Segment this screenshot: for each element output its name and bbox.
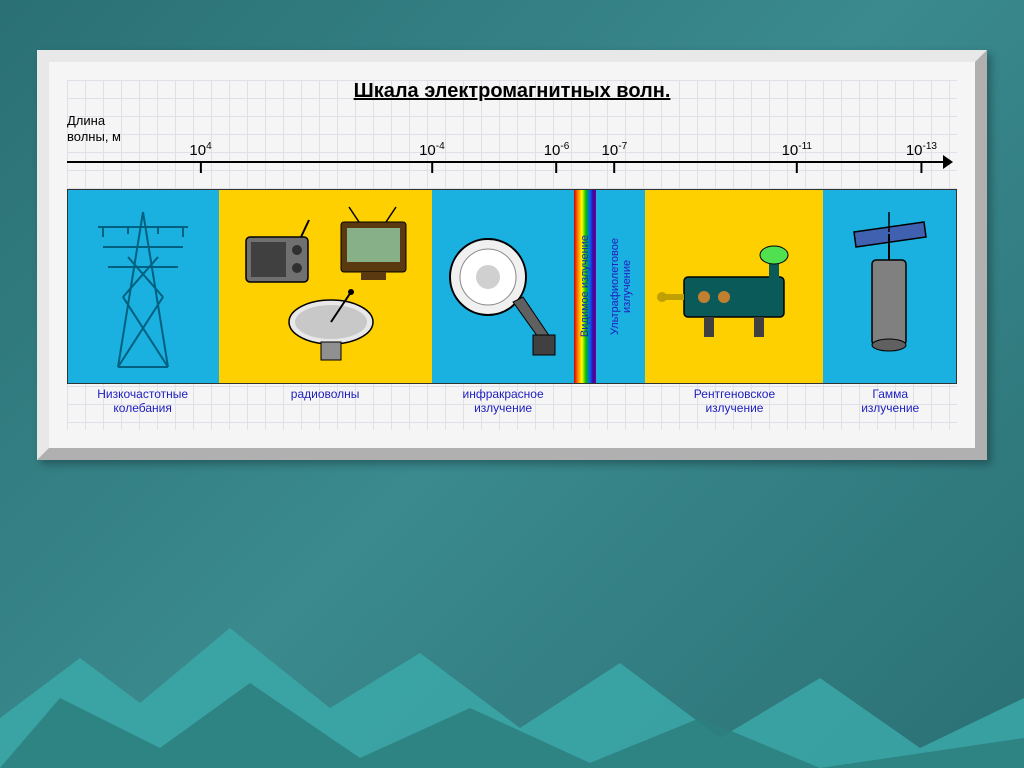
band-low-freq — [68, 190, 219, 383]
band-label: Рентгеновскоеизлучение — [645, 388, 823, 416]
radio-icon — [231, 202, 421, 372]
tower-icon — [88, 202, 198, 372]
axis-tick: 10-11 — [782, 141, 812, 159]
band-label: Низкочастотныеколебания — [67, 388, 218, 416]
band-label — [597, 388, 646, 416]
axis-tick: 10-6 — [544, 141, 570, 159]
mountain-decoration-icon — [0, 608, 1024, 768]
band-uv: Ультрафиолетовоеизлучение — [596, 190, 645, 383]
axis-label-line1: Длина — [67, 113, 105, 128]
axis-tick: 10-13 — [906, 141, 937, 159]
band-label: инфракрасноеизлучение — [432, 388, 574, 416]
spectrum-bands: Видимое излучение Ультрафиолетовоеизлучен… — [67, 189, 957, 384]
axis-arrow-icon — [943, 155, 953, 169]
axis-tick: 104 — [189, 141, 211, 159]
diagram-content: Шкала электромагнитных волн. Длина волны… — [67, 80, 957, 430]
band-infrared — [432, 190, 574, 383]
band-visible: Видимое излучение — [574, 190, 596, 383]
band-gamma — [823, 190, 956, 383]
band-vertical-label: Видимое излучение — [579, 235, 591, 337]
wavelength-axis: Длина волны, м 104 10-4 10-6 10-7 10-11 10-13 — [67, 113, 957, 183]
band-label: радиоволны — [218, 388, 432, 416]
band-vertical-label: Ультрафиолетовоеизлучение — [609, 238, 633, 335]
band-label — [574, 388, 596, 416]
band-label: Гаммаизлучение — [823, 388, 957, 416]
diagram-frame: Шкала электромагнитных волн. Длина волны… — [37, 50, 987, 460]
axis-label: Длина волны, м — [67, 113, 121, 144]
xray-icon — [654, 207, 814, 367]
band-radio — [219, 190, 432, 383]
band-labels-row: Низкочастотныеколебаниярадиоволныинфракр… — [67, 388, 957, 416]
axis-label-line2: волны, м — [67, 129, 121, 144]
axis-tick: 10-7 — [602, 141, 628, 159]
diagram-title: Шкала электромагнитных волн. — [67, 80, 957, 103]
axis-tick: 10-4 — [419, 141, 445, 159]
gamma-icon — [834, 202, 944, 372]
band-xray — [645, 190, 823, 383]
lamp-icon — [438, 207, 568, 367]
